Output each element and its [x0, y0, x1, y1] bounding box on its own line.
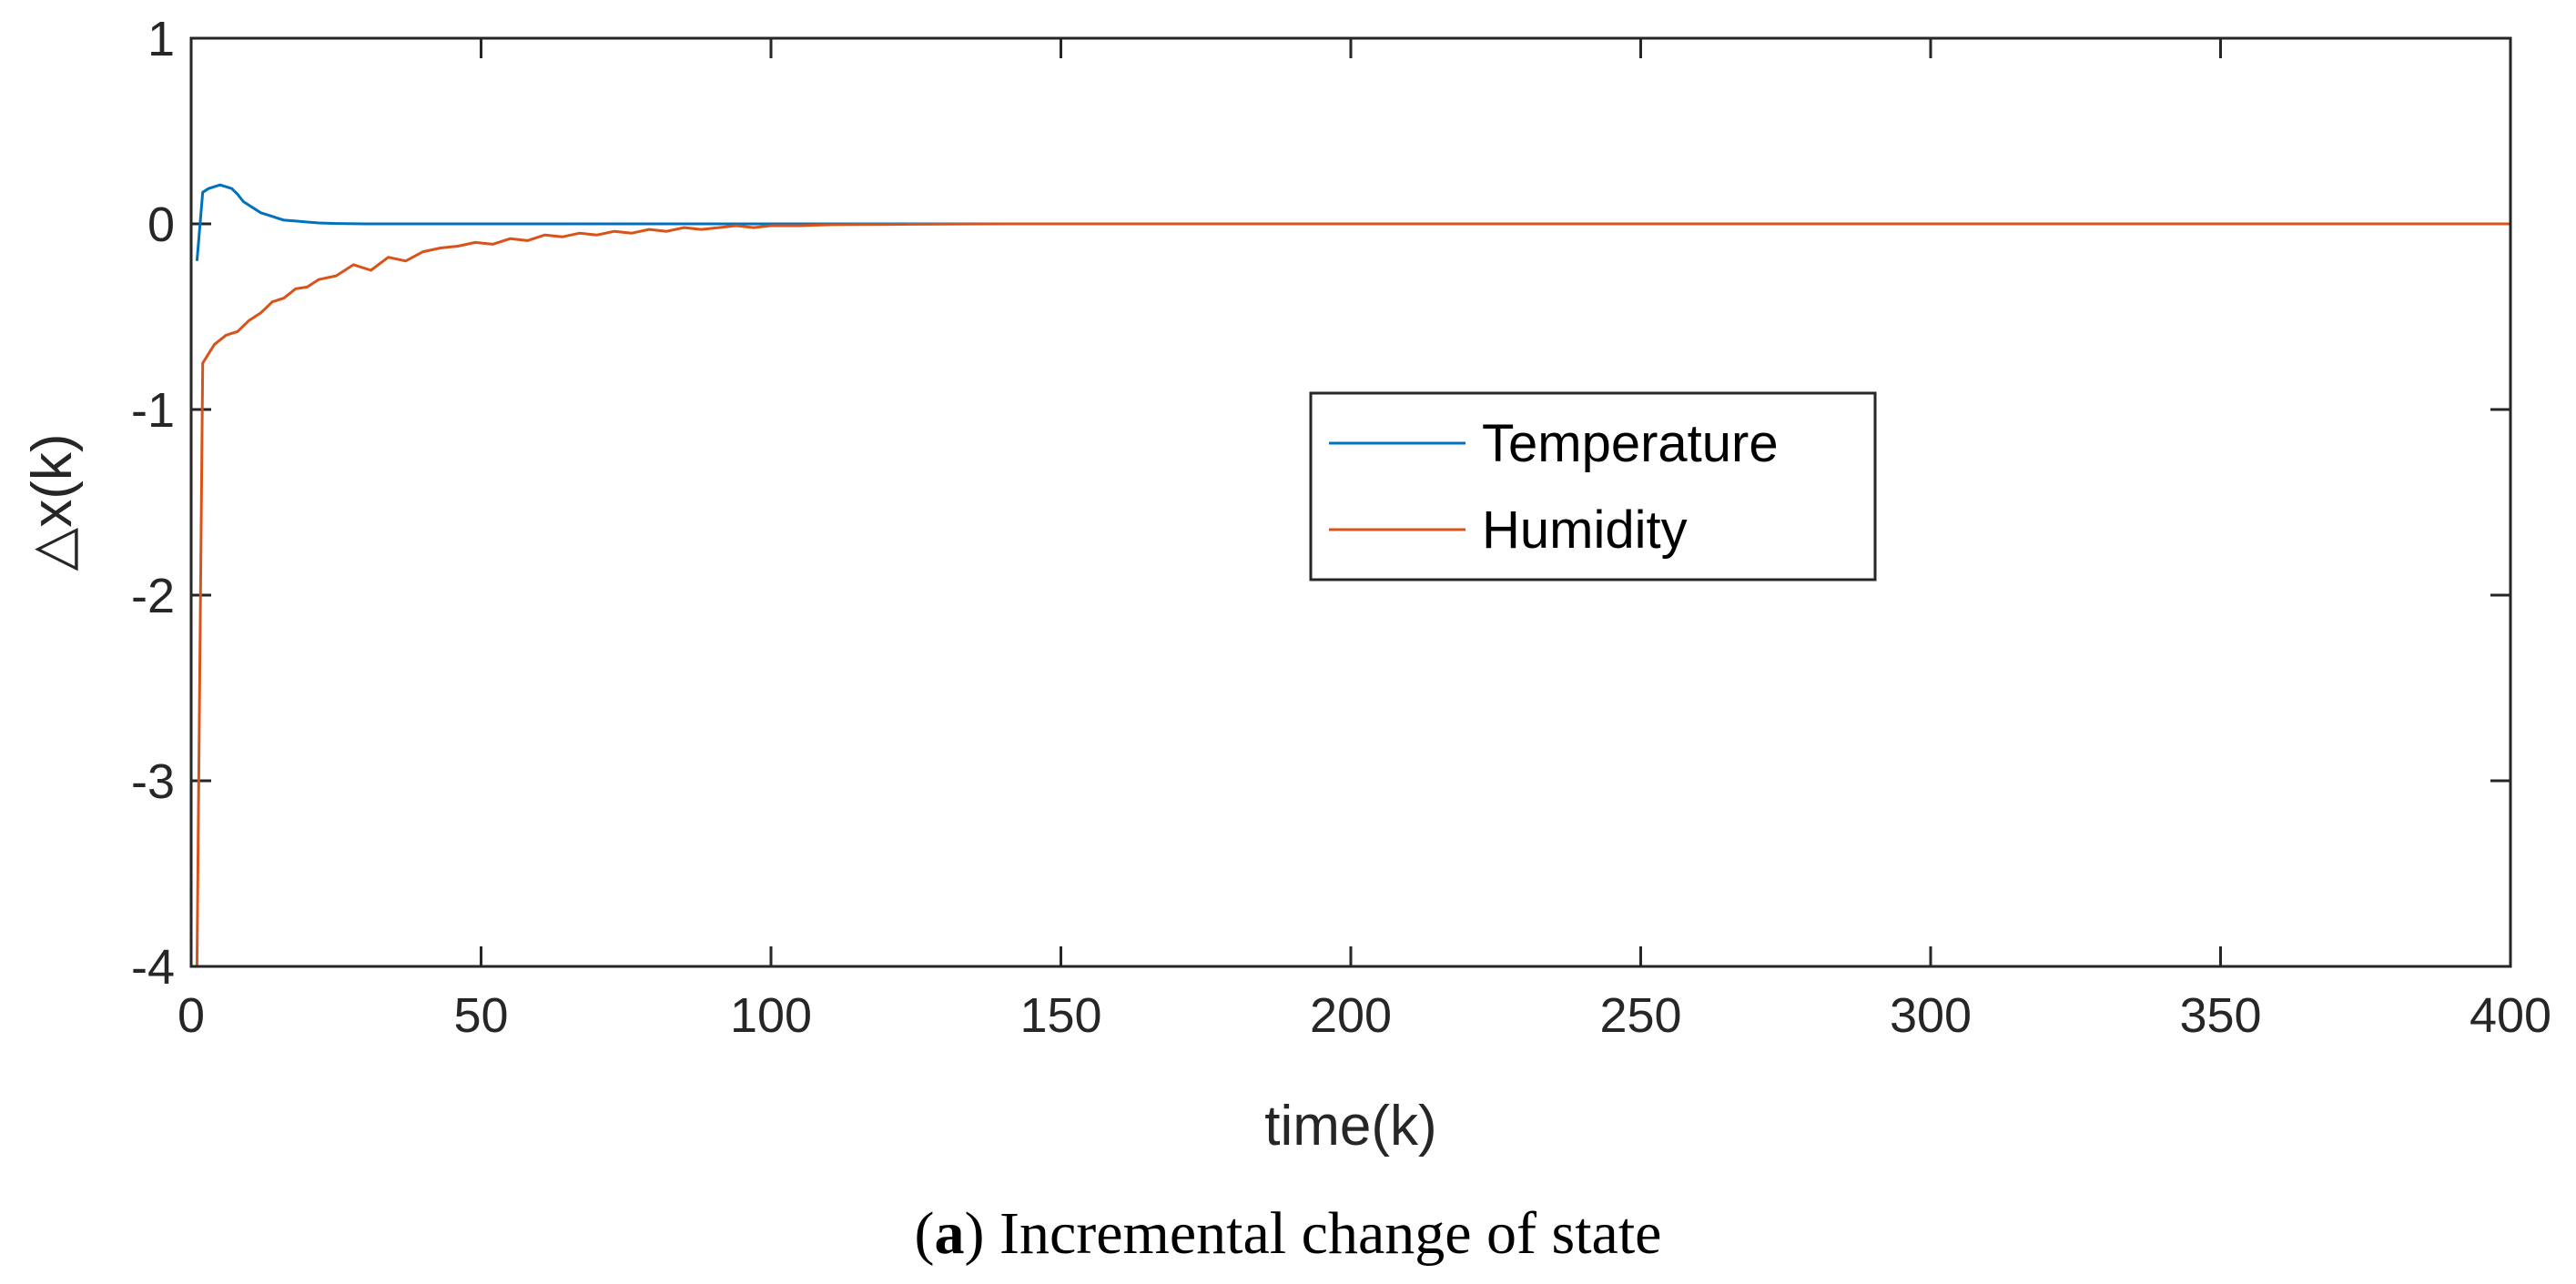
- plot-frame: [189, 36, 2512, 968]
- legend: Temperature Humidity: [1309, 391, 1877, 581]
- series-group: [195, 183, 2510, 967]
- y-axis-label: △x(k): [21, 434, 84, 571]
- x-tick-label-200: 200: [1310, 988, 1392, 1043]
- axis-tick-labels: 0 50 100 150 200 250 300 350 400 -4 -3 -2 -1 0 1: [131, 12, 2551, 1043]
- series-line-humidity: [195, 222, 2510, 967]
- x-tick-label-100: 100: [730, 988, 812, 1043]
- x-tick-label-0: 0: [177, 988, 205, 1043]
- series-line-temperature: [195, 183, 2510, 261]
- y-tick-label-1: 1: [147, 12, 175, 66]
- x-tick-label-300: 300: [1890, 988, 1972, 1043]
- x-tick-label-350: 350: [2179, 988, 2261, 1043]
- legend-label-temperature: Temperature: [1482, 414, 1779, 473]
- legend-label-humidity: Humidity: [1482, 500, 1688, 560]
- x-tick-label-400: 400: [2470, 988, 2551, 1043]
- y-tick-label-0: 0: [147, 197, 175, 252]
- y-tick-label--2: -2: [131, 569, 175, 623]
- y-tick-label--4: -4: [131, 940, 175, 995]
- caption-label: a: [934, 1200, 965, 1267]
- y-tick-label--3: -3: [131, 754, 175, 809]
- caption-text: Incremental change of state: [999, 1200, 1662, 1267]
- y-tick-label--1: -1: [131, 383, 175, 438]
- legend-box: [1309, 391, 1877, 581]
- figure-caption: (a) Incremental change of state: [914, 1200, 1662, 1267]
- x-axis-label: time(k): [1264, 1095, 1436, 1158]
- x-tick-label-150: 150: [1019, 988, 1101, 1043]
- x-tick-label-250: 250: [1599, 988, 1681, 1043]
- x-tick-label-50: 50: [453, 988, 508, 1043]
- chart: 0 50 100 150 200 250 300 350 400 -4 -3 -2 -1 0 1 time(…: [21, 12, 2551, 1158]
